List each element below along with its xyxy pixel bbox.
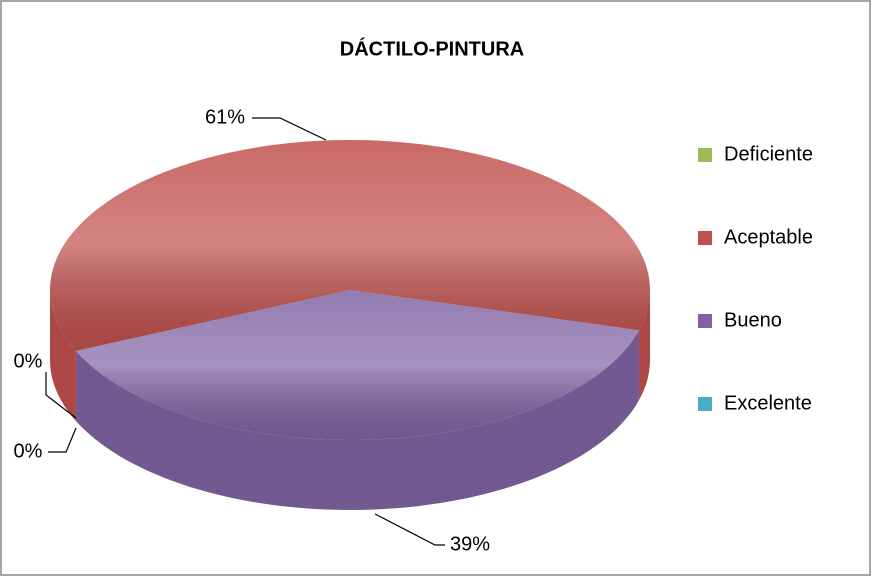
- slice-side-face: [75, 330, 639, 510]
- leader-line: [374, 513, 445, 546]
- legend-swatch: [698, 314, 712, 328]
- pie: [50, 140, 650, 510]
- legend-swatch: [698, 397, 712, 411]
- legend-label: Excelente: [724, 392, 812, 414]
- leader-line: [252, 117, 327, 141]
- chart-title: DÁCTILO-PINTURA: [340, 37, 524, 60]
- legend-label: Bueno: [724, 309, 782, 331]
- legend-swatch: [698, 231, 712, 245]
- data-label: 0%: [14, 350, 43, 372]
- pie-tops: [50, 140, 650, 440]
- data-label: 39%: [450, 533, 490, 555]
- slice-side: [75, 330, 639, 510]
- slice-shade: [75, 290, 639, 440]
- data-label: 0%: [14, 440, 43, 462]
- legend-label: Deficiente: [724, 143, 813, 165]
- legend-swatch: [698, 148, 712, 162]
- leader-line: [48, 427, 77, 453]
- leader-line: [45, 372, 77, 419]
- data-label: 61%: [205, 106, 245, 128]
- slice-side-shade: [75, 330, 639, 510]
- pie-sides: [50, 290, 650, 510]
- legend-label: Aceptable: [724, 226, 813, 248]
- slice-shade: [50, 140, 650, 351]
